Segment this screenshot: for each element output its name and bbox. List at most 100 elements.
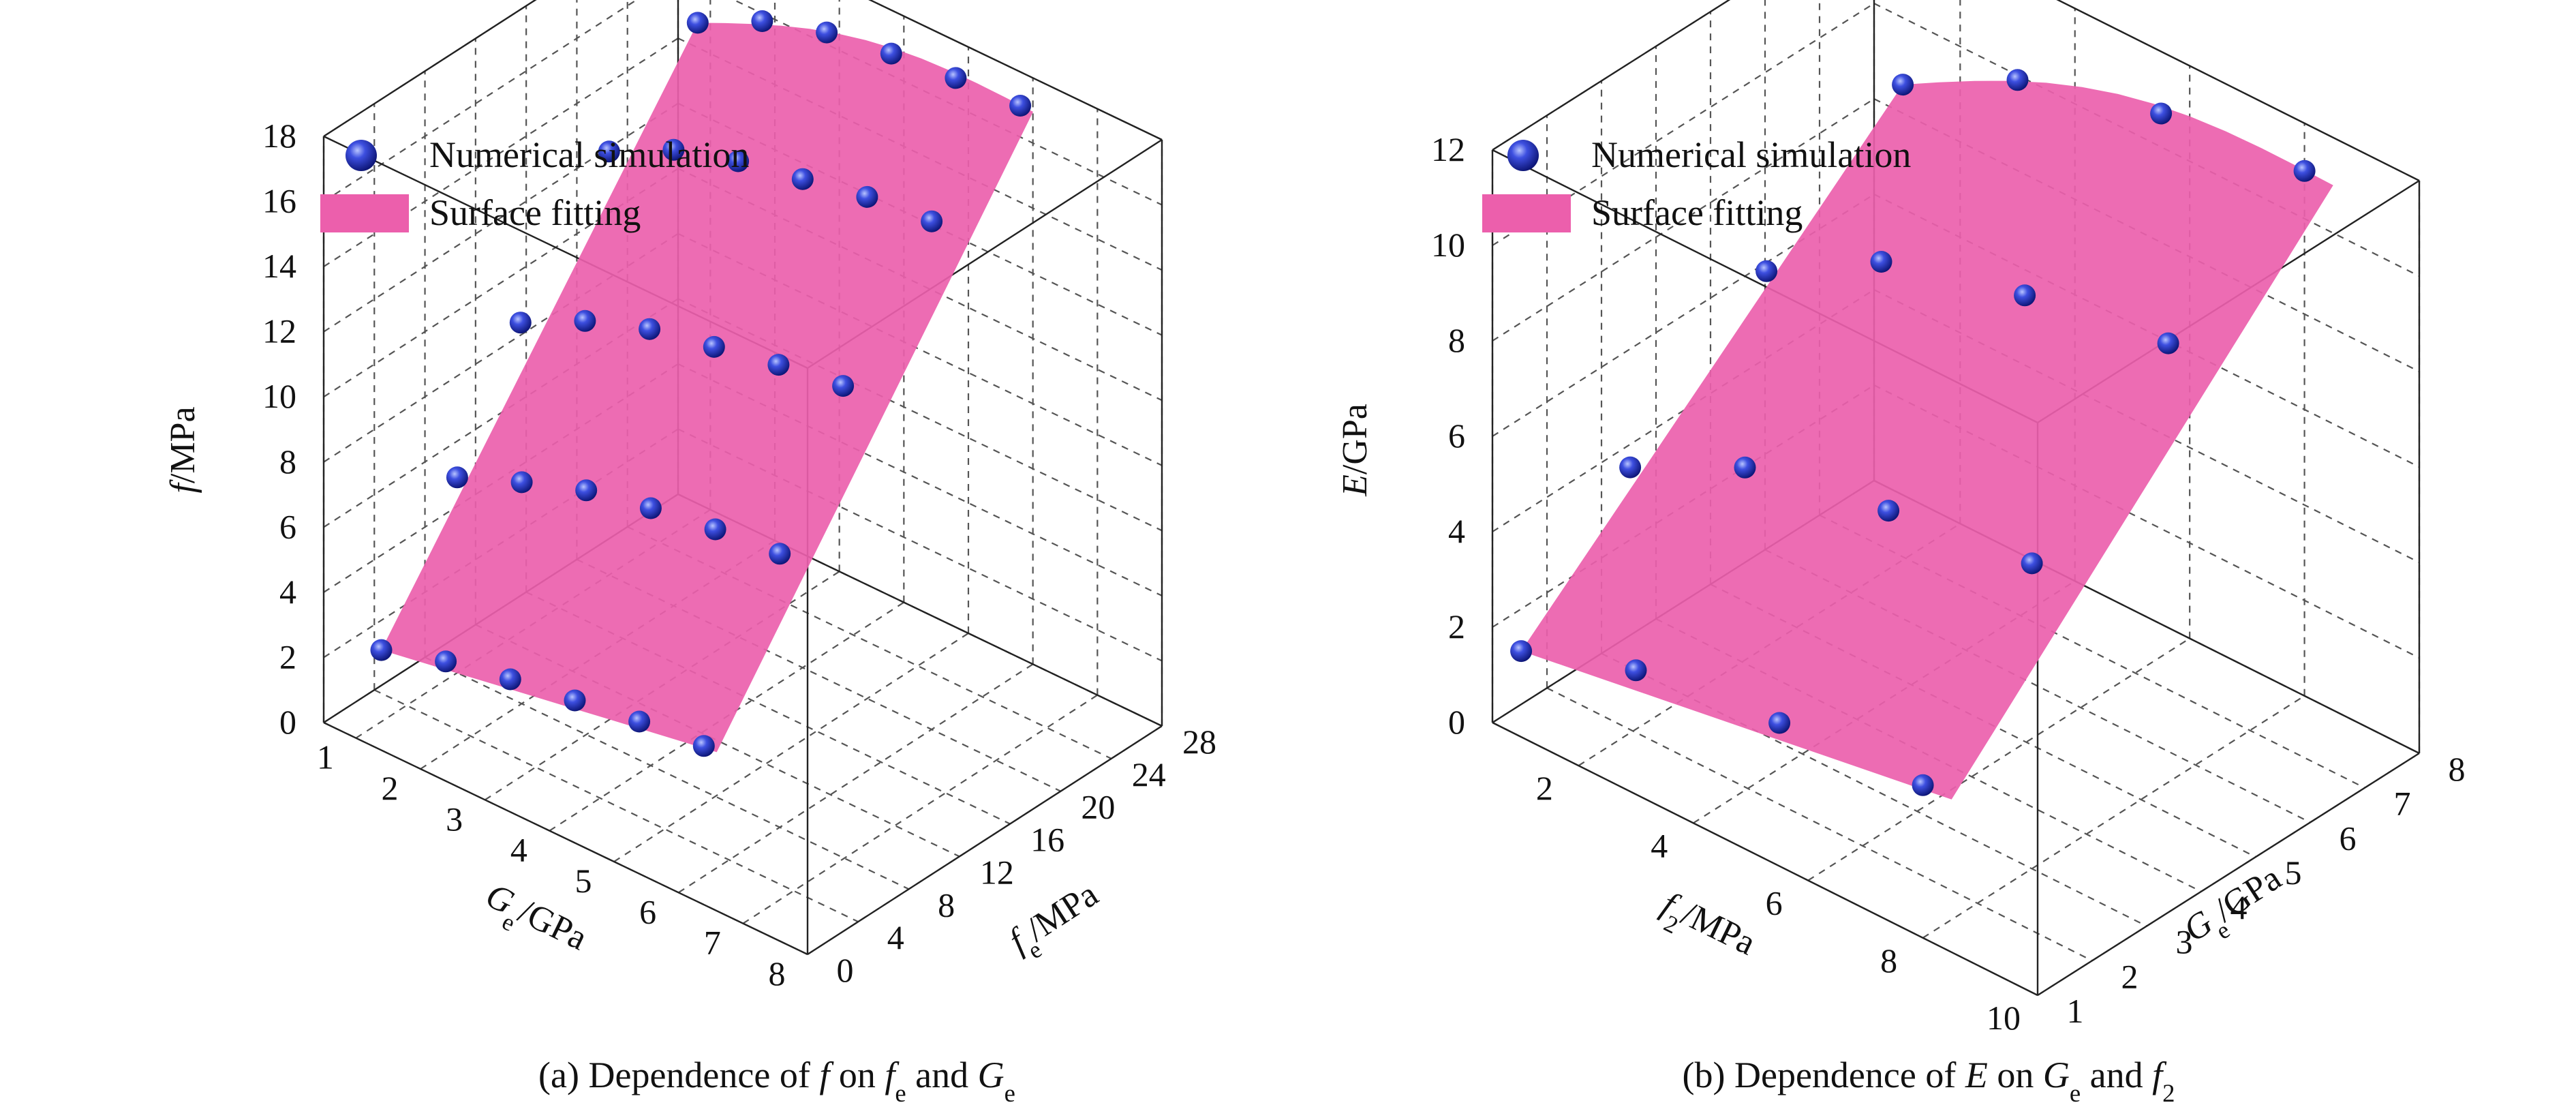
data-point xyxy=(727,150,750,172)
data-point xyxy=(598,140,620,163)
data-point xyxy=(509,312,532,334)
y-tick-label: 28 xyxy=(1182,723,1216,761)
data-point xyxy=(2157,332,2179,354)
data-point xyxy=(639,497,662,519)
data-point xyxy=(1912,774,1934,796)
gridline xyxy=(1601,652,2147,927)
x-tick-label: 1 xyxy=(317,738,334,776)
z-tick-label: 0 xyxy=(1448,703,1465,741)
data-point xyxy=(686,12,709,34)
data-point xyxy=(510,471,533,494)
z-tick-label: 10 xyxy=(262,377,296,415)
axis-edge xyxy=(868,0,1163,141)
data-markers xyxy=(370,10,1032,757)
z-tick-label: 12 xyxy=(262,312,296,350)
data-point xyxy=(1009,95,1032,117)
axis-edge xyxy=(1492,721,2038,997)
legend-label-simulation: Numerical simulation xyxy=(429,134,749,175)
data-point xyxy=(628,710,651,733)
z-tick-label: 8 xyxy=(279,442,296,481)
legend-label-simulation: Numerical simulation xyxy=(1591,134,1911,175)
data-point xyxy=(639,318,661,340)
y-tick-label: 5 xyxy=(2285,853,2302,892)
data-point xyxy=(791,168,814,190)
x-tick-label: 8 xyxy=(1880,941,1897,980)
gridline xyxy=(1873,384,2420,659)
z-tick-label: 6 xyxy=(1448,417,1465,455)
y-tick-label: 3 xyxy=(2176,923,2193,961)
x-tick-label: 2 xyxy=(1536,769,1553,807)
axis-edge xyxy=(323,721,808,956)
data-point xyxy=(2014,284,2036,307)
data-point xyxy=(769,543,791,565)
y-tick-label: 6 xyxy=(2340,819,2357,857)
data-point xyxy=(816,21,838,44)
y-tick-label: 7 xyxy=(2394,785,2411,823)
data-point xyxy=(767,354,790,376)
gridline xyxy=(1873,194,2420,468)
x-tick-label: 3 xyxy=(446,800,463,838)
y-tick-label: 1 xyxy=(2067,992,2084,1030)
gridline xyxy=(1819,514,2365,789)
z-tick-label: 4 xyxy=(279,573,296,611)
data-point xyxy=(370,639,393,661)
data-point xyxy=(446,466,468,489)
gridline xyxy=(742,694,1098,924)
z-tick-label: 18 xyxy=(262,117,296,155)
axis-edge xyxy=(807,725,1163,956)
data-point xyxy=(1510,640,1533,663)
data-point xyxy=(1892,74,1914,96)
data-point xyxy=(1768,712,1791,734)
x-tick-label: 2 xyxy=(382,769,399,807)
legend: Numerical simulation Surface fitting xyxy=(1482,134,1911,233)
gridline xyxy=(1873,289,2420,563)
y-axis-label: fe/MPa xyxy=(1002,875,1111,969)
gridline xyxy=(1492,0,1731,151)
data-point xyxy=(1734,456,1756,479)
y-tick-label: 4 xyxy=(2230,888,2248,926)
fitted-surface xyxy=(381,22,1033,753)
gridline xyxy=(323,0,638,202)
axis-edge xyxy=(1492,0,1731,151)
data-point xyxy=(662,138,685,161)
gridline xyxy=(1655,618,2202,892)
y-tick-label: 20 xyxy=(1081,788,1115,826)
axis-edge xyxy=(2056,0,2420,182)
legend-marker-icon xyxy=(346,140,377,171)
data-point xyxy=(1870,251,1892,273)
gridline xyxy=(613,633,969,862)
data-point xyxy=(1755,260,1778,282)
z-tick-label: 2 xyxy=(279,637,296,676)
gridline xyxy=(1873,3,2420,277)
z-tick-label: 4 xyxy=(1448,512,1465,550)
z-tick-label: 12 xyxy=(1431,130,1465,168)
data-point xyxy=(921,210,943,232)
data-point xyxy=(575,479,598,502)
z-tick-label: 2 xyxy=(1448,607,1465,646)
data-point xyxy=(2150,102,2173,125)
z-tick-label: 10 xyxy=(1431,226,1465,264)
data-point xyxy=(832,375,855,397)
data-point xyxy=(880,42,902,65)
data-point xyxy=(2021,552,2043,575)
data-point xyxy=(564,689,586,712)
x-tick-label: 5 xyxy=(575,862,592,900)
legend-marker-icon xyxy=(1507,140,1539,171)
z-tick-label: 8 xyxy=(1448,321,1465,359)
legend-surface-swatch xyxy=(320,194,409,232)
z-tick-label: 16 xyxy=(262,182,296,220)
gridline xyxy=(678,663,1034,894)
data-point xyxy=(751,10,773,32)
gridline xyxy=(1873,98,2420,372)
z-axis-label: E/GPa xyxy=(1336,404,1375,497)
data-point xyxy=(435,650,457,673)
fitted-surface xyxy=(1521,80,2333,800)
z-tick-label: 6 xyxy=(279,507,296,545)
y-tick-label: 8 xyxy=(2449,750,2466,788)
axis-edge xyxy=(2037,752,2420,997)
